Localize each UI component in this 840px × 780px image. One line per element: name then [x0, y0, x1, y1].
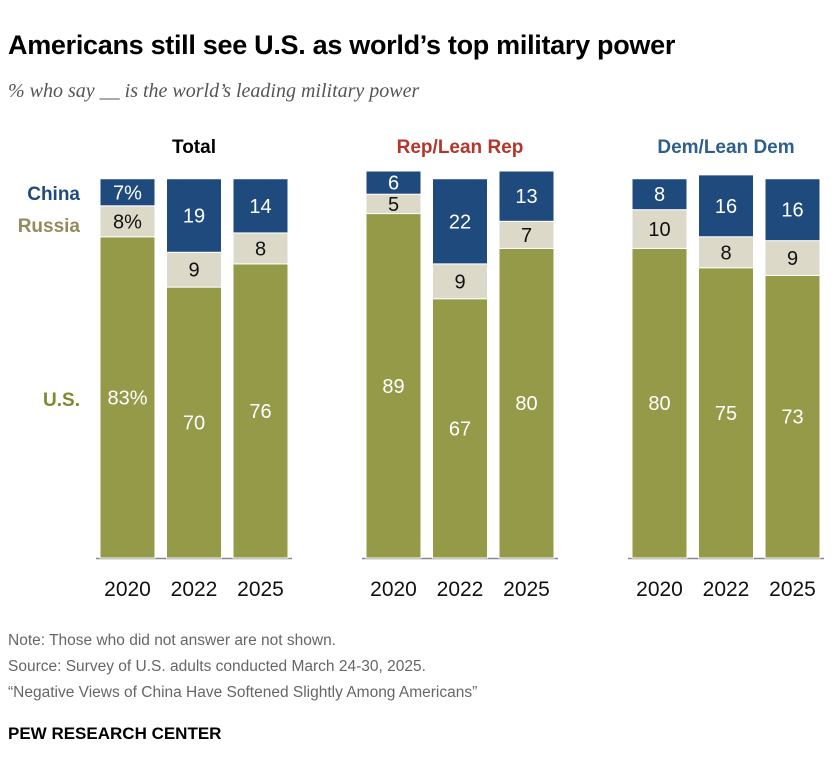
bar-segment-china [498, 170, 555, 222]
stacked-bar-chart: Total83%8%7%2020709192022768142025Rep/Le… [18, 137, 824, 601]
bar-segment-us [698, 267, 754, 559]
bar-segment-china [99, 178, 156, 207]
data-label: 14 [249, 196, 271, 218]
bar-segment-china [432, 178, 488, 265]
chart-subtitle: % who say __ is the world’s leading mili… [8, 80, 420, 102]
bar-segment-russia [166, 251, 222, 288]
data-label: 16 [781, 200, 803, 222]
data-label: 9 [787, 248, 798, 270]
data-label: 75 [715, 403, 737, 425]
data-label: 8% [113, 211, 142, 233]
bar-segment-us [764, 274, 821, 559]
data-label: 6 [388, 173, 399, 195]
bar-segment-us [631, 247, 688, 559]
bar-segment-russia [232, 232, 289, 265]
data-label: 8 [720, 242, 731, 264]
x-tick-label: 2020 [370, 578, 417, 601]
x-tick-label: 2020 [636, 578, 683, 601]
data-label: 13 [515, 186, 537, 208]
data-label: 7 [521, 225, 532, 247]
data-label: 9 [188, 260, 199, 282]
bar-segment-us [166, 286, 222, 559]
data-label: 10 [648, 219, 670, 241]
bar-segment-china [631, 178, 688, 211]
x-tick-label: 2022 [703, 578, 750, 601]
x-tick-label: 2025 [769, 578, 816, 601]
bar-segment-us [232, 263, 289, 559]
data-label: 76 [249, 401, 271, 423]
bar-segment-china [166, 178, 222, 253]
bar-segment-china [232, 178, 289, 234]
panel-title: Rep/Lean Rep [397, 137, 524, 158]
data-label: 22 [449, 211, 471, 233]
bar-segment-us [432, 298, 488, 559]
series-label-russia: Russia [18, 216, 81, 237]
series-label-china: China [27, 184, 80, 205]
x-tick-label: 2025 [237, 578, 284, 601]
source: Source: Survey of U.S. adults conducted … [8, 658, 426, 675]
bar-segment-us [498, 247, 555, 559]
x-tick-label: 2025 [503, 578, 550, 601]
data-label: 83% [107, 387, 147, 409]
chart-title: Americans still see U.S. as world’s top … [8, 30, 676, 60]
data-label: 7% [113, 182, 142, 204]
bar-segment-russia [498, 220, 555, 249]
x-tick-label: 2022 [171, 578, 218, 601]
bar-segment-russia [698, 236, 754, 269]
data-label: 19 [183, 206, 205, 228]
data-label: 89 [382, 376, 404, 398]
data-label: 5 [388, 194, 399, 216]
data-label: 80 [648, 393, 670, 415]
bar-segment-us [99, 236, 156, 559]
bar-segment-china [698, 174, 754, 238]
note: Note: Those who did not answer are not s… [8, 632, 336, 649]
data-label: 80 [515, 393, 537, 415]
data-label: 16 [715, 196, 737, 218]
data-label: 8 [654, 184, 665, 206]
bar-segment-china [365, 170, 422, 195]
series-label-us: U.S. [43, 390, 80, 411]
brand-logo: PEW RESEARCH CENTER [8, 724, 222, 743]
data-label: 73 [781, 407, 803, 429]
data-label: 67 [449, 418, 471, 440]
x-tick-label: 2020 [104, 578, 151, 601]
bar-segment-russia [631, 209, 688, 249]
data-label: 70 [183, 413, 205, 435]
bar-segment-russia [764, 240, 821, 276]
bar-segment-china [764, 178, 821, 242]
bar-segment-us [365, 213, 422, 559]
x-tick-label: 2022 [437, 578, 484, 601]
panel-title: Dem/Lean Dem [657, 137, 794, 158]
data-label: 8 [255, 238, 266, 260]
panel-title: Total [172, 137, 216, 158]
data-label: 9 [454, 271, 465, 293]
report-title: “Negative Views of China Have Softened S… [8, 684, 478, 701]
